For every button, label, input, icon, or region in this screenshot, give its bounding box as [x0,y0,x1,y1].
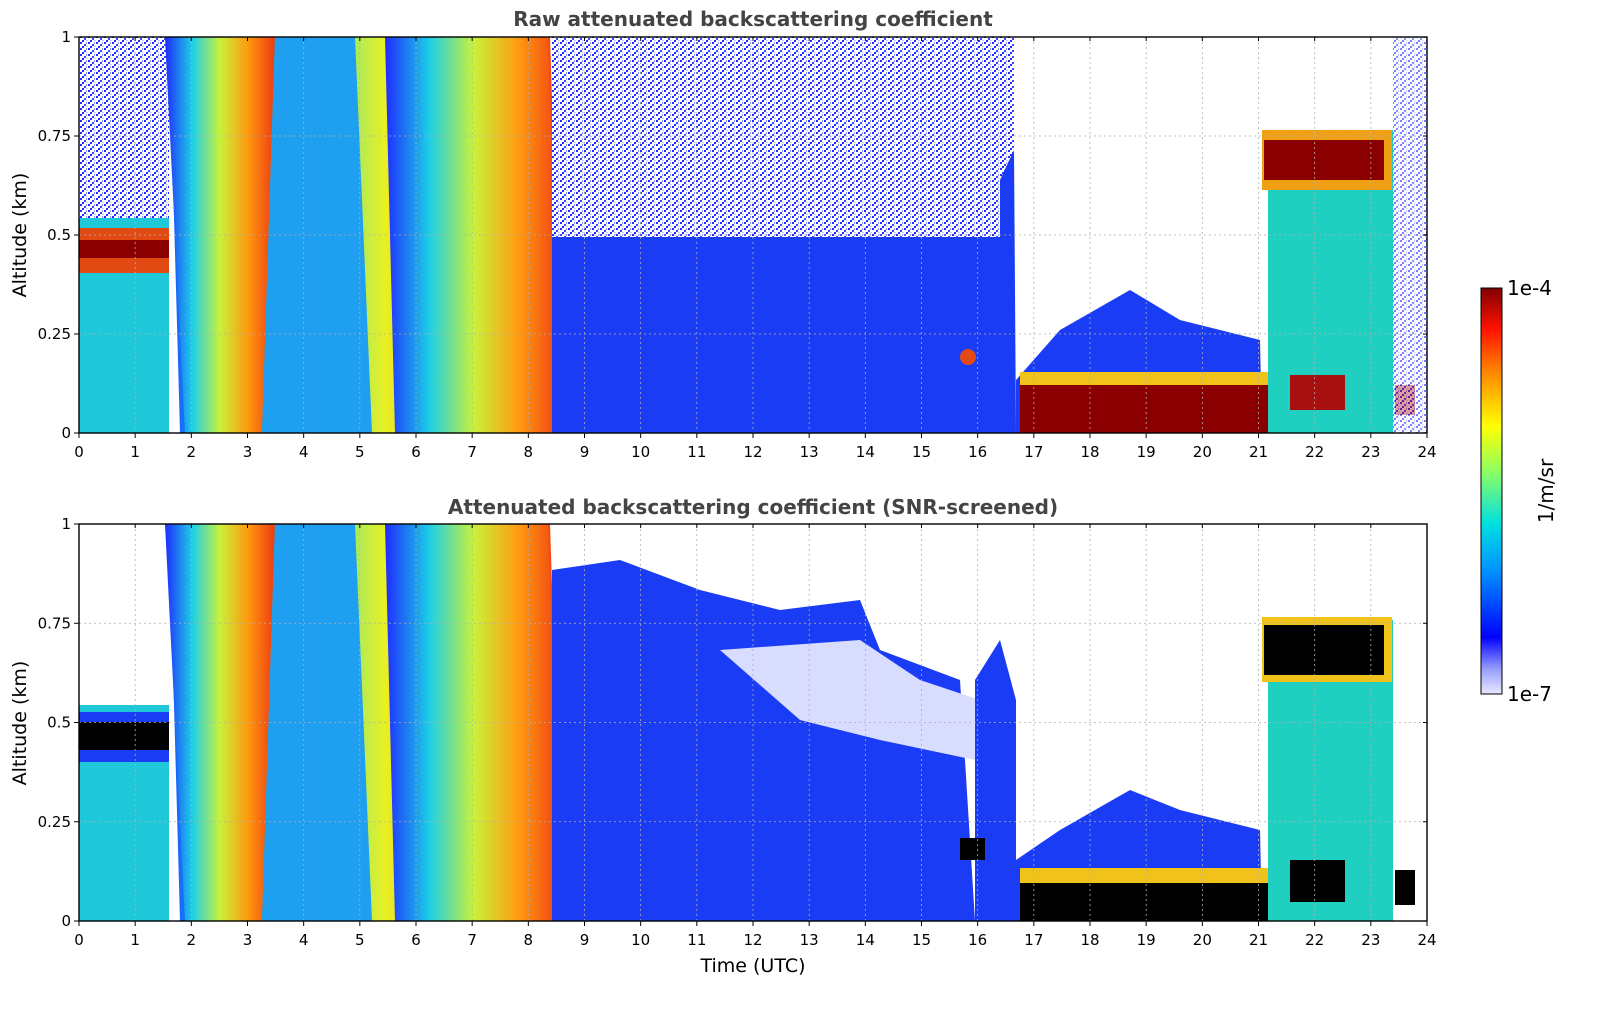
x-tick-label: 5 [355,931,365,949]
x-tick-label: 16 [968,443,987,461]
x-tick-label: 7 [467,931,477,949]
x-tick-label: 12 [743,443,762,461]
x-tick-label: 18 [1080,931,1099,949]
x-tick-label: 13 [800,931,819,949]
x-tick-label: 1 [130,931,140,949]
top-fog-onset [960,349,976,365]
y-tick-label: 1 [61,515,71,533]
x-tick-label: 22 [1305,931,1324,949]
top-low-cloud [1290,375,1345,410]
colorbar-max-label: 1e-4 [1507,276,1552,300]
top-boundary-layer [552,237,1014,433]
bottom-panel: Attenuated backscattering coefficient (S… [9,495,1437,977]
x-tick-label: 0 [74,931,84,949]
colorbar-min-label: 1e-7 [1507,682,1552,706]
colorbar-gradient [1480,287,1503,695]
x-tick-label: 3 [243,931,253,949]
top-cloud-layer [1264,140,1384,180]
y-tick-label: 1 [61,28,71,46]
x-tick-label: 23 [1361,931,1380,949]
x-tick-label: 24 [1417,443,1436,461]
colorbar-unit-label: 1/m/sr [1534,458,1558,523]
x-tick-label: 13 [800,443,819,461]
bottom-fog-edge [1020,868,1270,884]
colorbar: 1e-4 1e-7 1/m/sr [1480,276,1558,706]
top-panel: Raw attenuated backscattering coefficien… [9,7,1437,461]
x-tick-label: 18 [1080,443,1099,461]
x-tick-label: 20 [1193,931,1212,949]
x-tick-label: 4 [299,931,309,949]
y-tick-label: 0.75 [38,127,71,145]
top-grid [79,37,1427,433]
y-tick-label: 0.25 [38,325,71,343]
x-tick-label: 23 [1361,443,1380,461]
bottom-y-axis: 0 0.25 0.5 0.75 1 [38,515,1427,930]
x-tick-label: 10 [631,443,650,461]
x-tick-label: 8 [524,443,534,461]
y-tick-label: 0.75 [38,614,71,632]
top-fog-layer [1020,385,1270,433]
top-x-axis: 0 1 2 3 4 5 6 7 8 9 10 11 12 13 14 15 16 17 18 19 20 21 22 23 24 [74,37,1437,461]
bottom-x-axis: 0 1 2 3 4 5 6 7 8 9 10 11 12 13 14 15 16 17 18 19 20 21 22 23 24 [74,524,1437,949]
top-chart-title: Raw attenuated backscattering coefficien… [513,7,993,31]
bottom-aerosol-saturated [79,722,169,750]
y-tick-label: 0 [61,912,71,930]
x-tick-label: 4 [299,443,309,461]
x-tick-label: 3 [243,443,253,461]
bottom-y-axis-label: Altitude (km) [9,661,31,786]
bottom-low-cloud [1290,860,1345,902]
bottom-screened-patch [720,640,980,760]
x-tick-label: 9 [580,931,590,949]
x-tick-label: 0 [74,443,84,461]
bottom-cloud-saturated [1264,625,1384,675]
x-tick-label: 22 [1305,443,1324,461]
top-y-axis: 0 0.25 0.5 0.75 1 [38,28,1427,442]
bottom-x-axis-label: Time (UTC) [699,955,805,977]
top-plume [1000,150,1016,433]
x-tick-label: 2 [187,931,197,949]
x-tick-label: 11 [687,931,706,949]
x-tick-label: 21 [1249,931,1268,949]
x-tick-label: 1 [130,443,140,461]
x-tick-label: 19 [1137,931,1156,949]
x-tick-label: 15 [912,443,931,461]
top-noise-midday [552,37,1014,237]
x-tick-label: 20 [1193,443,1212,461]
x-tick-label: 6 [411,931,421,949]
x-tick-label: 11 [687,443,706,461]
x-tick-label: 21 [1249,443,1268,461]
x-tick-label: 10 [631,931,650,949]
x-tick-label: 9 [580,443,590,461]
x-tick-label: 5 [355,443,365,461]
x-tick-label: 15 [912,931,931,949]
top-fog-edge [1020,372,1270,387]
x-tick-label: 19 [1137,443,1156,461]
x-tick-label: 14 [856,443,875,461]
bottom-fog-saturated [1020,883,1270,921]
x-tick-label: 24 [1417,931,1436,949]
x-tick-label: 16 [968,931,987,949]
x-tick-label: 12 [743,931,762,949]
bottom-grid [79,524,1427,921]
x-tick-label: 2 [187,443,197,461]
y-tick-label: 0.5 [47,714,71,732]
y-tick-label: 0.5 [47,226,71,244]
bottom-fog-onset [960,838,985,860]
x-tick-label: 14 [856,931,875,949]
y-tick-label: 0 [61,424,71,442]
bottom-plume [975,640,1016,921]
top-aerosol-core [79,240,169,258]
bottom-chart-title: Attenuated backscattering coefficient (S… [448,495,1058,519]
y-tick-label: 0.25 [38,813,71,831]
top-y-axis-label: Altitude (km) [9,173,31,298]
x-tick-label: 6 [411,443,421,461]
bottom-late-cloud [1395,870,1415,905]
x-tick-label: 8 [524,931,534,949]
x-tick-label: 7 [467,443,477,461]
x-tick-label: 17 [1024,931,1043,949]
x-tick-label: 17 [1024,443,1043,461]
